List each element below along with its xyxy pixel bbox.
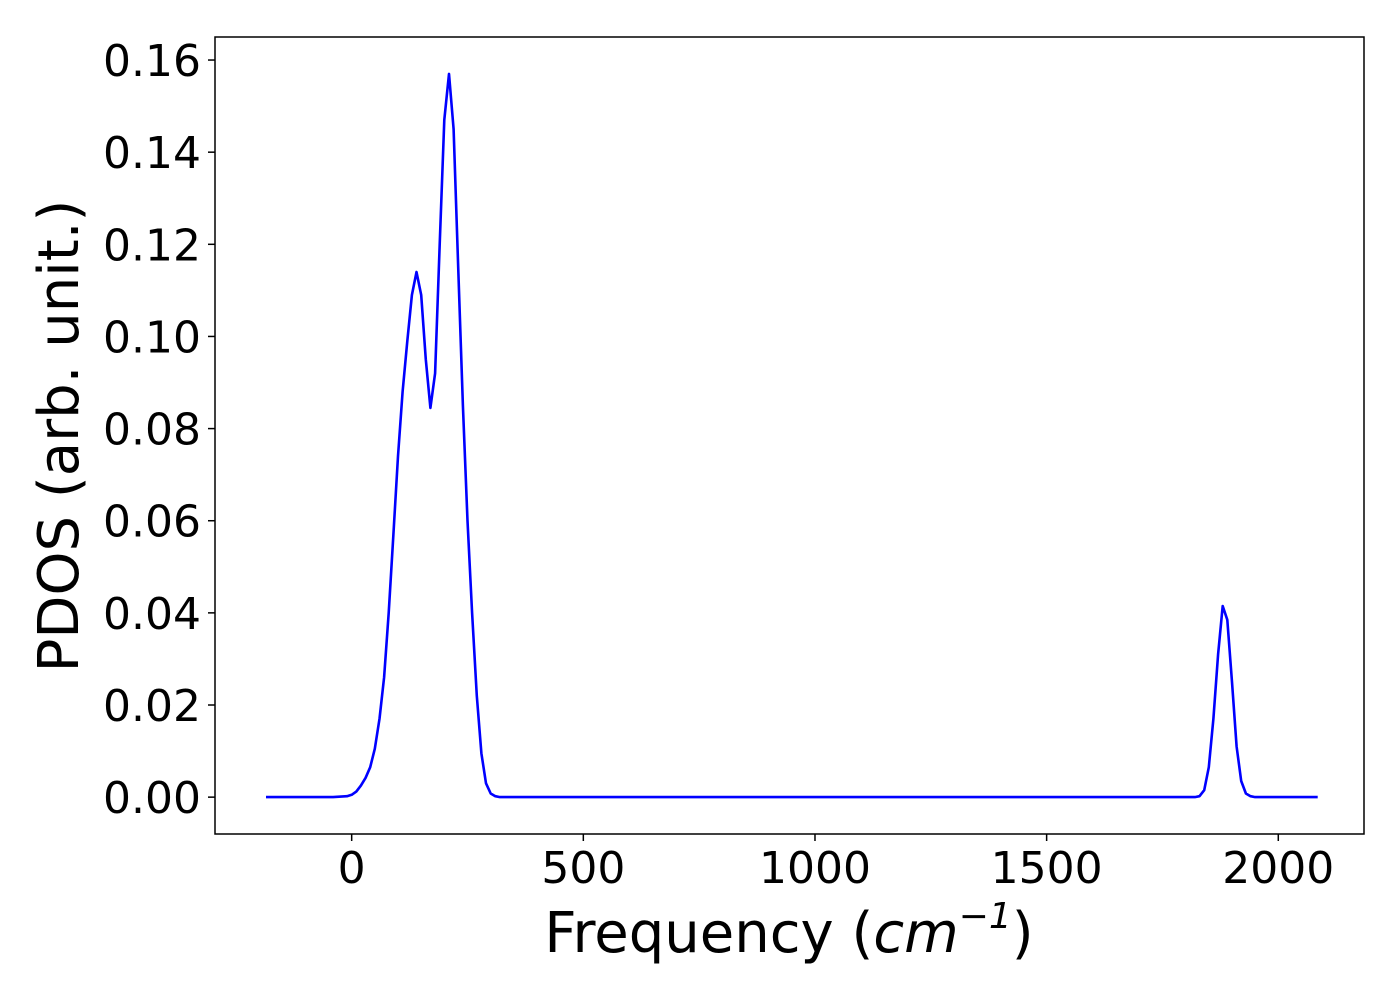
y-tick-label: 0.06 (103, 497, 201, 548)
y-tick-label: 0.00 (103, 773, 201, 824)
y-tick-label: 0.14 (103, 128, 201, 179)
y-tick-label: 0.02 (103, 681, 201, 732)
x-tick-label: 1500 (991, 843, 1103, 894)
y-tick-label: 0.04 (103, 589, 201, 640)
x-axis-title: Frequency (cm−1) (544, 896, 1033, 966)
y-axis-ticks: 0.00 0.02 0.04 0.06 0.08 0.10 0.12 0.14 0.16 (103, 36, 215, 824)
x-tick-label: 1000 (759, 843, 871, 894)
x-tick-label: 2000 (1222, 843, 1334, 894)
y-tick-label: 0.16 (103, 36, 201, 87)
x-tick-label: 500 (541, 843, 625, 894)
plot-frame (214, 36, 1365, 835)
y-tick-label: 0.10 (103, 312, 201, 363)
y-tick-label: 0.08 (103, 405, 201, 456)
y-tick-label: 0.12 (103, 220, 201, 271)
x-tick-label: 0 (338, 843, 366, 894)
series-layer (266, 72, 1318, 799)
x-axis-ticks: 0 500 1000 1500 2000 (338, 834, 1334, 894)
y-axis-title: PDOS (arb. unit.) (27, 200, 92, 673)
pdos-series-line (266, 72, 1318, 799)
